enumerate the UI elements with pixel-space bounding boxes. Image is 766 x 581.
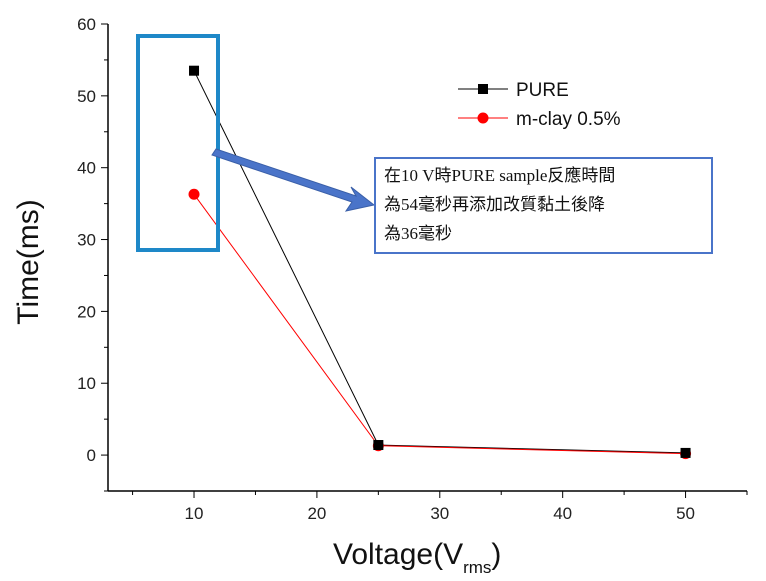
y-tick-label: 50 (77, 87, 96, 106)
annotation-line-2: 為54毫秒再添加改質黏土後降 (384, 195, 605, 214)
data-point-mclay (188, 188, 200, 200)
x-axis-title-sub: rms (463, 558, 491, 577)
y-tick-label: 20 (77, 302, 96, 321)
data-point-pure (373, 440, 384, 451)
data-point-pure (680, 447, 691, 458)
y-axis-title: Time(ms) (12, 199, 45, 325)
y-tick-label: 0 (87, 446, 96, 465)
legend-label-mclay: m-clay 0.5% (516, 109, 621, 130)
y-axis-ticks: 0 10 20 30 40 50 60 (77, 15, 108, 492)
axes (107, 24, 747, 492)
data-point-pure (189, 65, 200, 76)
y-tick-label: 30 (77, 231, 96, 250)
annotation-line-1: 在10 V時PURE sample反應時間 (384, 165, 615, 185)
legend-marker-pure (478, 84, 488, 94)
x-tick-label: 20 (307, 504, 326, 523)
annotation-line-3: 為36毫秒 (384, 224, 452, 243)
x-tick-label: 40 (553, 504, 572, 523)
legend-marker-mclay (477, 112, 489, 124)
series-layer (188, 65, 692, 460)
legend-label-pure: PURE (516, 80, 569, 101)
x-axis-title-main: Voltage(V (333, 538, 463, 571)
y-tick-label: 40 (77, 159, 96, 178)
x-tick-label: 10 (185, 504, 204, 523)
highlight-box (136, 34, 220, 252)
y-tick-label: 10 (77, 374, 96, 393)
x-tick-label: 30 (430, 504, 449, 523)
x-axis-ticks: 10 20 30 40 50 (132, 491, 748, 523)
annotation-box (374, 157, 713, 254)
annotation-arrow (211, 148, 376, 212)
legend: PURE m-clay 0.5% (458, 80, 621, 130)
x-axis-title: Voltage(Vrms) (333, 538, 501, 577)
x-tick-label: 50 (676, 504, 695, 523)
y-tick-label: 60 (77, 15, 96, 34)
x-axis-title-close: ) (491, 538, 501, 571)
